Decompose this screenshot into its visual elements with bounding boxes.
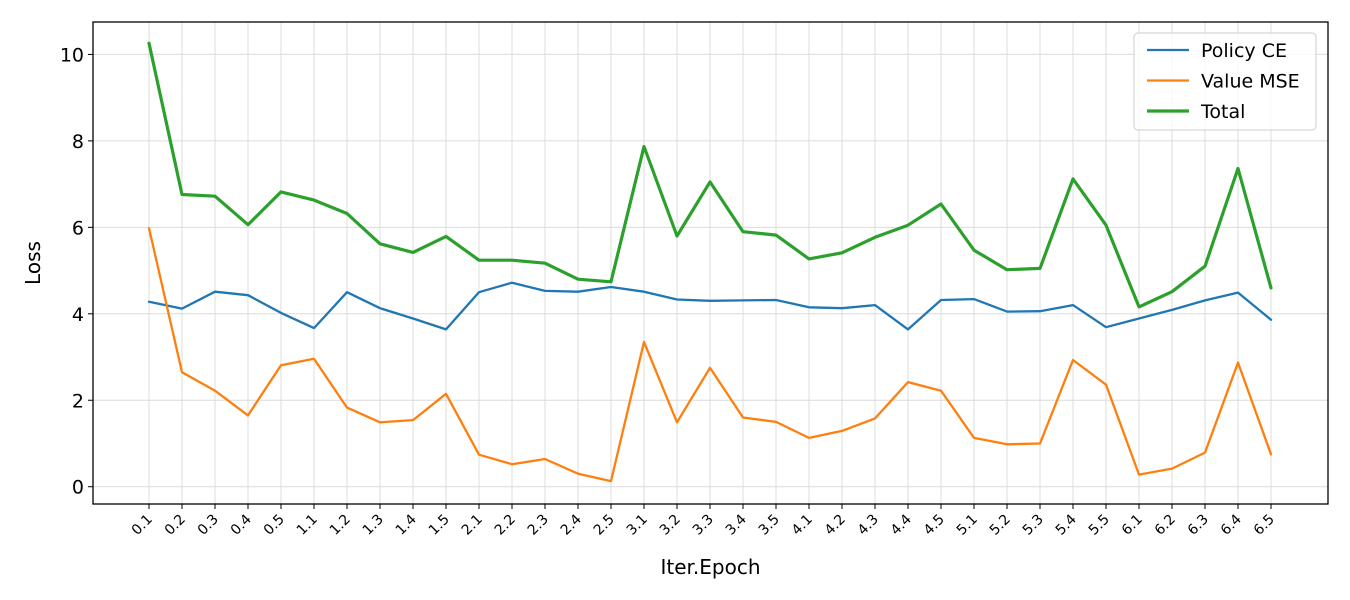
x-axis-ticks: 0.1 0.2 0.3 0.4 0.5 1.1 1.2 1.3 1.4 1.5 2.1 2.2 2.3 2… [129, 504, 1278, 539]
y-tick-label: 0 [72, 477, 84, 499]
x-tick-label: 3.4 [723, 511, 750, 538]
x-tick-label: 5.3 [1020, 512, 1047, 539]
x-tick-label: 0.1 [129, 512, 156, 539]
x-tick-label: 5.5 [1086, 512, 1113, 539]
y-tick-label: 2 [72, 390, 84, 412]
x-tick-label: 4.4 [888, 511, 915, 538]
x-tick-label: 4.1 [789, 512, 816, 539]
x-tick-label: 2.5 [591, 512, 618, 539]
x-tick-label: 6.5 [1251, 512, 1278, 539]
x-tick-label: 1.5 [426, 512, 453, 539]
x-tick-label: 2.3 [525, 512, 552, 539]
series-line-value-mse [147, 227, 1273, 483]
legend-box [1133, 32, 1317, 131]
y-tick-label: 10 [60, 44, 84, 66]
x-tick-label: 6.4 [1218, 511, 1245, 538]
legend-label: Value MSE [1201, 71, 1300, 93]
x-tick-label: 1.2 [327, 512, 354, 539]
x-tick-label: 4.5 [921, 512, 948, 539]
x-tick-label: 5.1 [954, 512, 981, 539]
x-tick-label: 0.2 [162, 512, 189, 539]
series-lines [147, 41, 1273, 483]
x-tick-label: 1.3 [360, 512, 387, 539]
y-tick-label: 8 [72, 131, 84, 153]
x-tick-label: 0.5 [261, 512, 288, 539]
x-tick-label: 5.2 [987, 512, 1014, 539]
x-tick-label: 0.3 [195, 512, 222, 539]
x-axis-label: Iter.Epoch [660, 555, 760, 579]
series-line-total [147, 41, 1273, 309]
x-tick-label: 6.2 [1152, 512, 1179, 539]
x-tick-label: 3.2 [657, 512, 684, 539]
x-tick-label: 0.4 [228, 511, 255, 538]
x-tick-label: 4.3 [855, 512, 882, 539]
x-tick-label: 3.5 [756, 512, 783, 539]
x-tick-label: 1.1 [294, 512, 321, 539]
legend-label: Policy CE [1201, 40, 1287, 62]
legend-label: Total [1200, 101, 1245, 123]
y-tick-label: 6 [72, 217, 84, 239]
y-axis-label: Loss [21, 241, 45, 285]
x-tick-label: 6.1 [1119, 512, 1146, 539]
y-tick-label: 4 [72, 304, 84, 326]
x-tick-label: 3.3 [690, 512, 717, 539]
x-tick-label: 6.3 [1185, 512, 1212, 539]
x-tick-label: 1.4 [393, 511, 420, 538]
x-tick-label: 4.2 [822, 512, 849, 539]
x-tick-label: 3.1 [624, 512, 651, 539]
x-tick-label: 2.1 [459, 512, 486, 539]
legend: Policy CE Value MSE Total [1133, 32, 1317, 131]
x-tick-label: 2.2 [492, 512, 519, 539]
x-tick-label: 2.4 [558, 511, 585, 538]
x-tick-label: 5.4 [1053, 511, 1080, 538]
series-line-policy-ce [147, 281, 1273, 331]
y-axis-ticks: 0 2 4 6 8 10 [60, 44, 93, 499]
